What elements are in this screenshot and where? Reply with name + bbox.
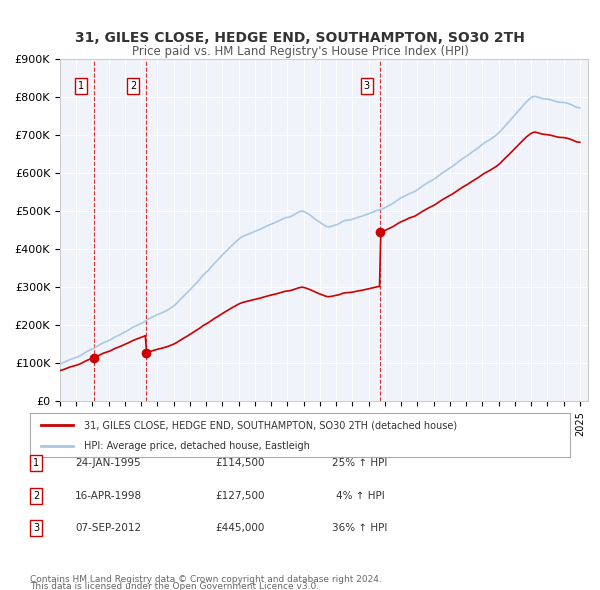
Text: 4% ↑ HPI: 4% ↑ HPI [335,491,385,500]
Text: 2: 2 [33,491,39,500]
Text: Price paid vs. HM Land Registry's House Price Index (HPI): Price paid vs. HM Land Registry's House … [131,45,469,58]
Text: Contains HM Land Registry data © Crown copyright and database right 2024.: Contains HM Land Registry data © Crown c… [30,575,382,584]
Text: 2: 2 [130,81,136,91]
Text: This data is licensed under the Open Government Licence v3.0.: This data is licensed under the Open Gov… [30,582,319,590]
Text: 24-JAN-1995: 24-JAN-1995 [75,458,141,468]
Text: 07-SEP-2012: 07-SEP-2012 [75,523,141,533]
Text: 3: 3 [33,523,39,533]
Text: 36% ↑ HPI: 36% ↑ HPI [332,523,388,533]
Text: £127,500: £127,500 [215,491,265,500]
Text: 1: 1 [33,458,39,468]
Text: 31, GILES CLOSE, HEDGE END, SOUTHAMPTON, SO30 2TH: 31, GILES CLOSE, HEDGE END, SOUTHAMPTON,… [75,31,525,45]
Text: 3: 3 [364,81,370,91]
Text: HPI: Average price, detached house, Eastleigh: HPI: Average price, detached house, East… [84,441,310,451]
Text: £445,000: £445,000 [215,523,265,533]
Text: £114,500: £114,500 [215,458,265,468]
Text: 16-APR-1998: 16-APR-1998 [74,491,142,500]
Text: 31, GILES CLOSE, HEDGE END, SOUTHAMPTON, SO30 2TH (detached house): 31, GILES CLOSE, HEDGE END, SOUTHAMPTON,… [84,421,457,430]
Text: 25% ↑ HPI: 25% ↑ HPI [332,458,388,468]
Text: 1: 1 [77,81,83,91]
